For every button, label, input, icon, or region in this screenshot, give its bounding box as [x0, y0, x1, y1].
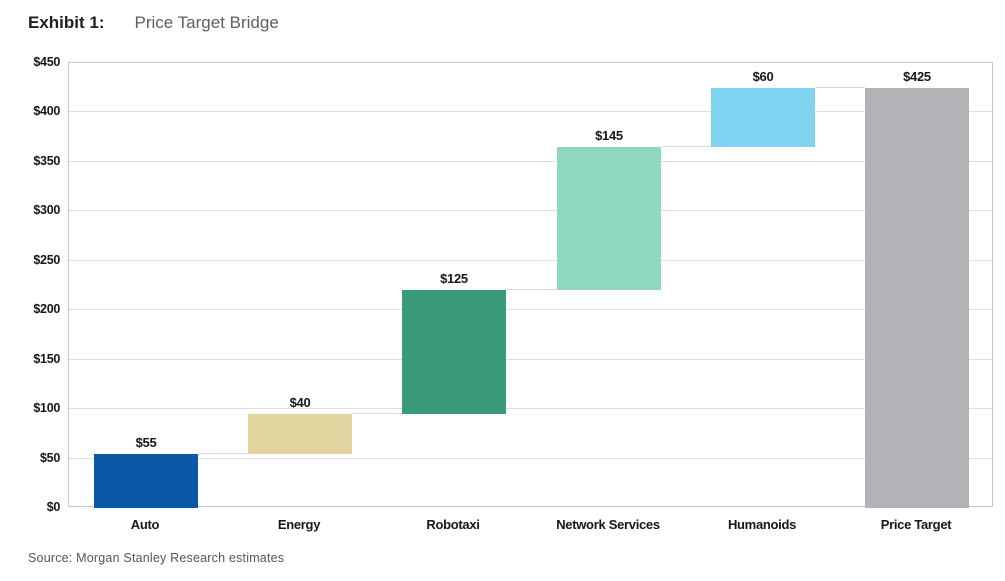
gridline-150	[69, 358, 992, 360]
y-tick-label-0: $0	[46, 500, 61, 514]
y-tick-label-300: $300	[33, 203, 60, 218]
gridline-200	[69, 309, 992, 311]
gridline-350	[69, 160, 992, 162]
y-tick-label-250: $250	[33, 252, 60, 267]
waterfall-bar-auto	[94, 453, 198, 508]
connector-auto-to-energy	[198, 452, 248, 454]
waterfall-bar-energy	[248, 414, 352, 454]
y-tick-label-350: $350	[33, 153, 60, 168]
x-tick-label-humanoids: Humanoids	[727, 517, 797, 532]
exhibit-label: Exhibit 1:	[28, 13, 105, 32]
waterfall-bar-robotaxi	[402, 290, 506, 415]
gridline-300	[69, 210, 992, 212]
x-tick-label-robotaxi: Robotaxi	[426, 517, 480, 532]
waterfall-bar-price-target	[865, 87, 969, 508]
x-tick-label-network-services: Network Services	[556, 517, 660, 532]
waterfall-bar-humanoids	[711, 87, 815, 148]
y-tick-label-100: $100	[33, 401, 60, 416]
source-note: Source: Morgan Stanley Research estimate…	[28, 551, 285, 565]
bar-value-label-humanoids: $60	[752, 68, 774, 84]
connector-energy-to-robotaxi	[352, 413, 402, 415]
x-tick-label-auto: Auto	[130, 517, 160, 532]
gridline-250	[69, 259, 992, 261]
x-tick-label-energy: Energy	[277, 517, 321, 532]
x-tick-label-price-target: Price Target	[880, 517, 952, 532]
gridline-400	[69, 111, 992, 113]
y-tick-label-50: $50	[40, 450, 60, 465]
chart-title: Exhibit 1: Price Target Bridge	[28, 12, 279, 34]
chart-title-text: Price Target Bridge	[134, 13, 279, 32]
y-tick-label-150: $150	[33, 351, 60, 366]
y-tick-label-400: $400	[33, 104, 60, 119]
plot-area: $55 $40 $125 $145 $60 $425	[68, 62, 993, 508]
gridline-100	[69, 408, 992, 410]
y-tick-label-450: $450	[33, 55, 60, 69]
bar-value-label-network-services: $145	[595, 128, 623, 144]
y-tick-label-200: $200	[33, 302, 60, 317]
gridline-50	[69, 457, 992, 459]
connector-humanoids-to-price-target	[815, 86, 865, 88]
bar-value-label-robotaxi: $125	[440, 271, 468, 287]
connector-network-services-to-humanoids	[661, 146, 711, 148]
bar-value-label-auto: $55	[135, 434, 157, 450]
waterfall-bar-network-services	[557, 147, 661, 291]
bar-value-label-price-target: $425	[903, 68, 931, 84]
bar-value-label-energy: $40	[289, 395, 311, 411]
connector-robotaxi-to-network-services	[506, 289, 557, 291]
